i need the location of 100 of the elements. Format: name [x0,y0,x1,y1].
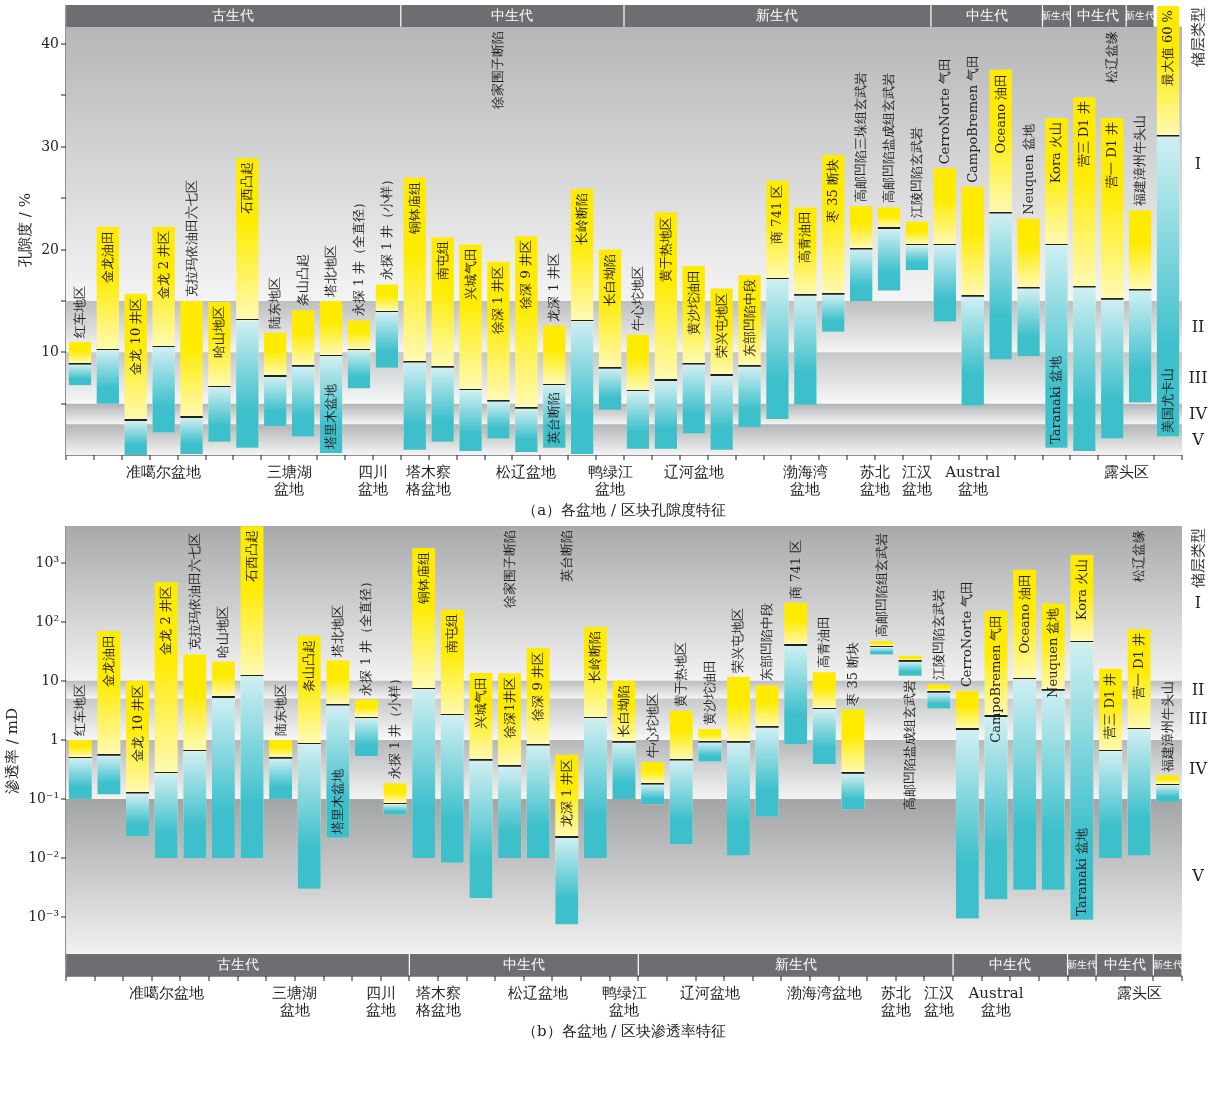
x-tick-label: 高青油田 [797,211,813,264]
x-tick-label: 兴城气田 [462,248,478,301]
x-tick-label: 金龙 2 井区 [155,230,171,300]
x-tick-label: 金龙油田 [99,230,115,283]
x-tick-label: 营三 D1 井 [1076,101,1092,168]
bar [877,228,901,291]
x-tick-label: 福建漳州牛头山 [1132,115,1148,207]
y-tick-label: 10² [35,612,59,629]
x-tick-label: 黄于热地区 [673,641,689,707]
bar [152,347,175,433]
bar [211,698,235,858]
bar [1073,287,1096,451]
x-tick-label: 福建漳州牛头山 [1159,680,1175,772]
bar [68,364,92,386]
y-tick-label: 40 [41,35,59,52]
x-tick-label: 石西凸起 [244,530,259,583]
bar [927,692,951,709]
y-axis-title: 孔隙度 / % [16,193,35,267]
x-tick-label: 陆东地区 [267,276,283,329]
bar [269,758,293,799]
bar [626,391,650,449]
x-tick-label: Neuquen 盆地 [1045,607,1061,698]
bar [526,745,550,858]
text: （b）各盆地 / 区块渗透率特征 [521,1022,727,1040]
annotation: Taranaki 盆地 [1048,356,1064,444]
text: 辽河盆地 [679,984,740,1002]
band-label: 中生代 [989,956,1032,972]
bar [841,773,865,810]
bar [898,661,922,676]
bar [124,421,147,455]
bar [1045,245,1068,448]
y-tick-label: 1 [50,730,59,747]
bar [555,838,579,925]
bar [784,646,808,745]
x-tick-label: 金龙 10 井区 [127,297,143,375]
x-tick-label: 长岭断陷 [574,192,590,245]
band-label: 中生代 [965,7,1008,23]
annotation: 最大值 60 % [1160,10,1176,87]
x-tick-label: 东部凹陷中段 [741,279,757,358]
annotation: 塔里木盆地 [323,383,339,450]
band-label: 中生代 [1077,7,1120,23]
bar [1128,290,1152,403]
band-label: I [1194,153,1202,173]
band-label: IV [1189,403,1208,423]
x-tick-label: 江陵凹陷玄武岩 [930,589,946,681]
bar [1099,751,1122,858]
text: 松辽盆地 [508,984,569,1002]
x-tick-label: Neuquen 盆地 [1020,124,1036,215]
annotation: 徐家围子断陷 [501,530,517,608]
bar [682,364,705,434]
bar [1101,299,1124,439]
x-tick-label: 牛心坨地区 [644,693,660,759]
text: 苏北盆地 [880,984,911,1019]
x-tick-label: 长白坳陷 [602,253,618,306]
bar [1156,785,1180,802]
band-label: 新生代 [756,7,799,23]
bar [431,367,454,442]
bar [870,647,893,655]
bar [933,245,957,322]
bar [347,350,371,389]
bar [291,366,315,437]
bar [961,296,984,406]
x-tick-label: 永探 1 井（全直径） [350,195,366,317]
x-tick-label: 条山凸起 [301,639,317,692]
x-tick-label: 荣兴屯地区 [730,607,746,673]
text: Austral 盆地 [944,463,1001,498]
bar [766,279,789,420]
text: 三塘湖盆地 [272,984,318,1019]
bar [669,760,693,845]
y-tick-label: 10³ [35,553,59,570]
y-axis-title: 渗透率 / mD [3,708,22,794]
bar [469,760,493,898]
x-tick-label: 南屯组 [444,613,460,653]
band-label: V [1191,866,1205,886]
band-label: II [1191,679,1205,699]
bar [822,294,845,332]
text: 露头区 [1103,463,1149,481]
bar [375,312,399,368]
x-tick-label: 徐深1井区 [501,677,517,738]
x-tick-label: 营一 D1 井 [1131,633,1147,700]
bar [1017,288,1040,357]
band-label: III [1188,709,1208,729]
band-label: 新生代 [774,956,817,972]
x-tick-label: 徐深 1 井区 [490,265,506,335]
bar [183,751,207,858]
x-tick-label: 枣 35 断块 [825,159,841,223]
y-tick-label: 10⁻³ [28,907,59,924]
bar [738,366,761,428]
x-tick-label: 高邮凹陷盐成组玄武岩 [902,679,918,810]
bar [383,804,407,815]
bar [208,387,231,442]
x-tick-label: 条山凸起 [295,254,311,307]
band-label: 中生代 [491,7,534,23]
band-label: IV [1189,759,1208,779]
text: 塔木察格盆地 [405,463,452,498]
x-tick-label: 营一 D1 井 [1104,122,1120,188]
bar [498,766,521,858]
x-tick-label: 铜钵庙组 [406,181,422,235]
bar [755,727,779,817]
x-tick-label: 高青油田 [816,616,832,669]
